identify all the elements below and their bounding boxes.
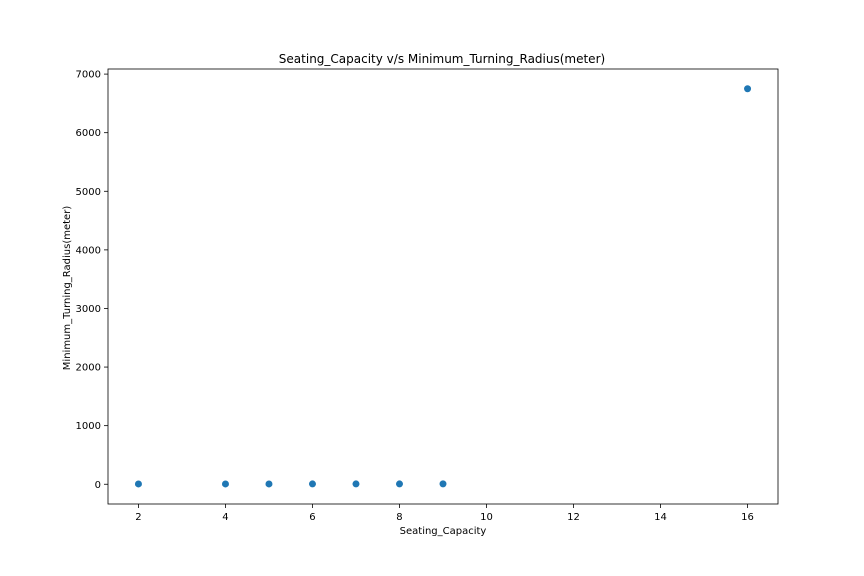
y-axis: 0 1000 2000 3000 4000 5000 6000 7000	[76, 70, 108, 491]
data-point	[221, 480, 229, 488]
x-tick-label: 10	[480, 512, 493, 523]
x-tick-label: 14	[654, 512, 667, 523]
data-point	[134, 480, 142, 488]
x-tick-label: 6	[309, 512, 315, 523]
x-tick-label: 12	[567, 512, 580, 523]
y-tick-label: 2000	[76, 363, 101, 374]
y-tick-label: 5000	[76, 187, 101, 198]
x-axis: 2 4 6 8 10 12 14 16	[135, 504, 754, 523]
x-tick-label: 4	[222, 512, 228, 523]
y-tick-label: 1000	[76, 421, 101, 432]
data-point	[395, 480, 403, 488]
plot-area	[107, 68, 779, 505]
data-point	[439, 480, 447, 488]
y-tick-label: 0	[95, 480, 101, 491]
chart-title: Seating_Capacity v/s Minimum_Turning_Rad…	[279, 52, 605, 66]
x-tick-label: 8	[396, 512, 402, 523]
plot-frame	[107, 68, 779, 505]
x-axis-label: Seating_Capacity	[400, 526, 487, 537]
data-point	[352, 480, 360, 488]
y-axis-label: Minimum_Turning_Radius(meter)	[62, 206, 73, 371]
data-points	[134, 85, 752, 488]
y-tick-label: 7000	[76, 70, 101, 81]
y-tick-label: 3000	[76, 304, 101, 315]
data-point	[308, 480, 316, 488]
x-tick-label: 2	[135, 512, 141, 523]
data-point	[265, 480, 273, 488]
x-tick-label: 16	[741, 512, 754, 523]
y-tick-label: 4000	[76, 245, 101, 256]
data-point	[744, 85, 752, 93]
y-tick-label: 6000	[76, 128, 101, 139]
